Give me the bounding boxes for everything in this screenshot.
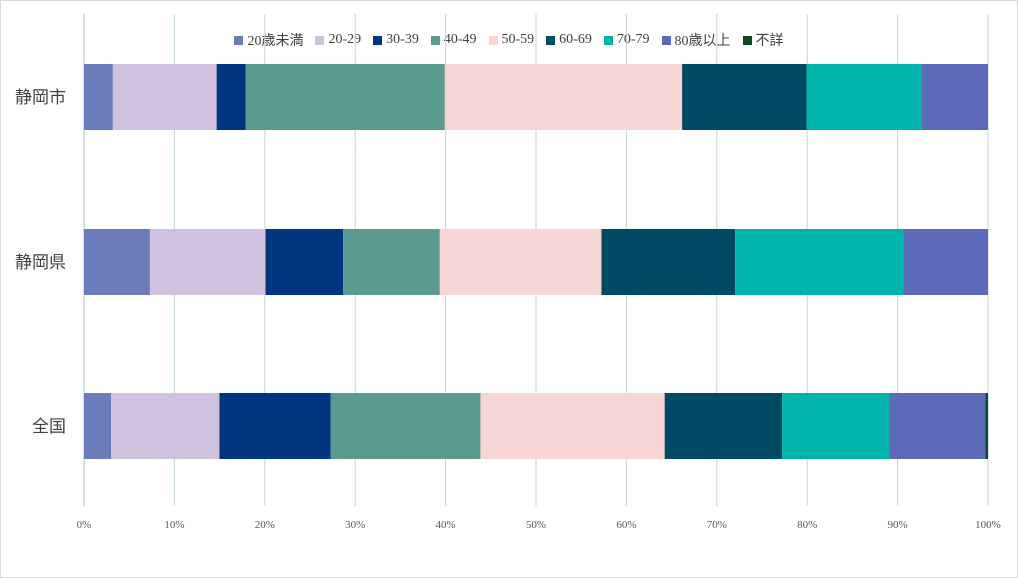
bar-segment: [343, 229, 440, 295]
bar-segment: [84, 64, 113, 130]
legend-swatch: [488, 35, 498, 45]
legend-item: 50-59: [488, 32, 535, 48]
bar-segment: [265, 229, 344, 295]
bar-segment: [889, 393, 986, 459]
legend-item: 不詳: [742, 30, 784, 50]
x-tick-label: 40%: [436, 519, 456, 531]
legend-item: 60-69: [546, 32, 592, 48]
bar-segment: [245, 64, 445, 130]
x-tick-label: 100%: [975, 519, 1001, 531]
legend-swatch: [315, 35, 325, 45]
legend-label: 30-39: [386, 32, 419, 47]
legend: 20歳未満 20-29 30-39 40-49 50-59 60-69 70-79 80歳以上…: [0, 30, 1018, 50]
bar-segment: [219, 393, 331, 459]
bar-segment: [149, 229, 266, 295]
category-label: 全国: [32, 417, 66, 436]
bar-segment: [330, 393, 481, 459]
legend-label: 20-29: [328, 32, 362, 47]
legend-swatch: [661, 35, 671, 45]
x-tick-label: 70%: [707, 519, 727, 531]
bar-segment: [601, 229, 736, 295]
legend-item: 20歳未満: [234, 30, 303, 50]
legend-swatch: [373, 35, 383, 45]
bar-segment: [439, 229, 602, 295]
legend-label: 不詳: [755, 34, 784, 49]
legend-item: 20-29: [315, 32, 361, 48]
bar-segment: [921, 64, 988, 130]
bar-segment: [985, 393, 988, 459]
x-tick-label: 0%: [77, 519, 92, 531]
bar-segment: [112, 64, 217, 130]
bar-segment: [111, 393, 220, 459]
bar-segment: [84, 393, 112, 459]
legend-item: 70-79: [603, 32, 650, 48]
legend-label: 40-49: [443, 32, 477, 47]
category-label: 静岡県: [15, 253, 66, 272]
legend-item: 30-39: [373, 32, 419, 48]
bar-segment: [84, 229, 150, 295]
bar-segment: [216, 64, 246, 130]
legend-label: 50-59: [501, 32, 535, 47]
bar-segment: [782, 393, 890, 459]
bar-segment: [664, 393, 783, 459]
legend-item: 40-49: [430, 32, 477, 48]
legend-swatch: [603, 35, 613, 45]
bars-layer: [84, 64, 988, 459]
bar-segment: [903, 229, 988, 295]
legend-swatch: [742, 35, 752, 45]
x-tick-label: 20%: [255, 519, 275, 531]
legend-swatch: [430, 35, 440, 45]
bar-segment: [682, 64, 807, 130]
x-tick-label: 80%: [797, 519, 817, 531]
bar-segment: [444, 64, 683, 130]
x-tick-label: 10%: [164, 519, 184, 531]
legend-swatch: [234, 35, 244, 45]
legend-label: 70-79: [616, 32, 650, 47]
legend-label: 20歳未満: [247, 34, 304, 49]
x-axis-ticks: 0% 10% 20% 30% 40% 50% 60% 70% 80% 90% 100%: [77, 519, 1001, 531]
bar-segment: [735, 229, 904, 295]
legend-label: 60-69: [559, 32, 592, 47]
x-tick-label: 50%: [526, 519, 546, 531]
x-tick-label: 30%: [345, 519, 365, 531]
bar-segment: [806, 64, 922, 130]
x-tick-label: 90%: [888, 519, 908, 531]
bar-segment: [480, 393, 665, 459]
legend-swatch: [546, 35, 556, 45]
category-label: 静岡市: [15, 88, 66, 107]
x-tick-label: 60%: [616, 519, 636, 531]
